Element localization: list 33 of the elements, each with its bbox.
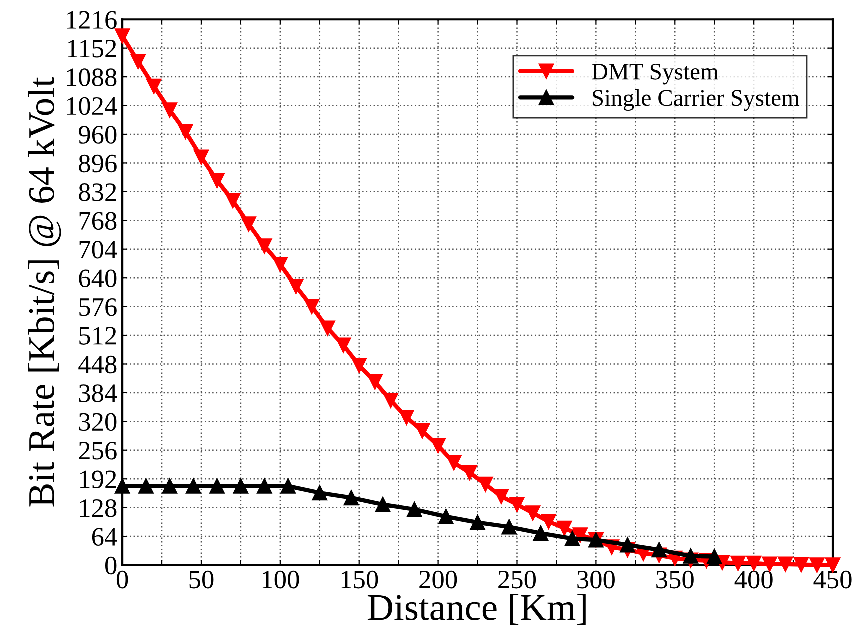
y-tick-label: 768	[80, 212, 117, 230]
y-tick-label: 192	[80, 470, 116, 489]
x-tick-label: 450	[814, 570, 852, 589]
x-tick-label: 50	[190, 570, 214, 589]
y-tick-label: 256	[79, 442, 117, 460]
y-tick-label: 896	[79, 154, 117, 173]
y-tick-label: 384	[79, 384, 118, 402]
legend-label: DMT System	[592, 64, 718, 85]
y-tick-label: 832	[79, 184, 116, 202]
y-tick-label: 64	[92, 528, 118, 546]
x-tick-label: 400	[734, 570, 773, 589]
x-tick-label: 350	[656, 570, 694, 589]
y-tick-label: 1216	[67, 11, 117, 30]
x-tick-label: 150	[342, 570, 378, 589]
y-axis-title: Bit Rate [Kbit/s] @ 64 kVolt	[28, 77, 62, 507]
y-tick-label: 320	[79, 413, 117, 432]
x-tick-label: 100	[262, 570, 300, 589]
x-tick-label: 300	[578, 570, 615, 589]
y-tick-label: 1024	[67, 97, 118, 116]
legend-label: Single Carrier System	[592, 90, 800, 112]
y-tick-label: 448	[78, 356, 117, 374]
y-tick-label: 128	[80, 499, 117, 518]
x-axis-title: Distance [Km]	[368, 594, 586, 626]
y-tick-label: 1088	[67, 68, 117, 86]
y-tick-label: 576	[80, 298, 117, 316]
y-tick-label: 960	[78, 126, 117, 144]
y-tick-label: 704	[80, 240, 118, 259]
y-tick-label: 0	[106, 556, 117, 575]
y-tick-label: 1152	[68, 40, 116, 58]
x-tick-label: 250	[498, 570, 536, 589]
y-tick-label: 640	[79, 270, 117, 288]
y-tick-label: 512	[80, 327, 116, 345]
x-tick-label: 200	[420, 570, 458, 589]
